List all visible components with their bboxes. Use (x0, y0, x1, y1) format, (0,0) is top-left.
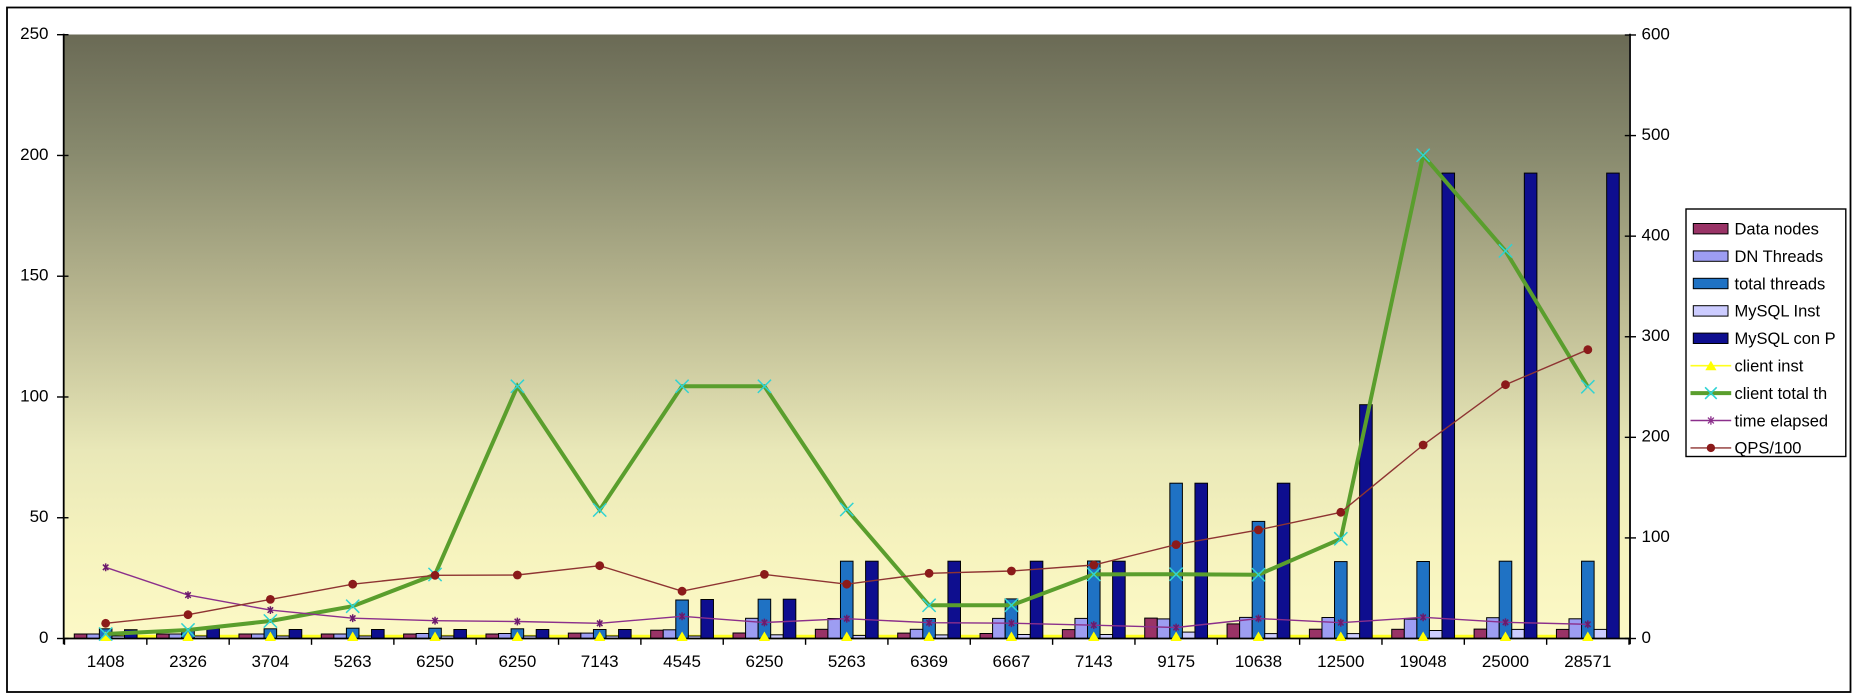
svg-text:400: 400 (1642, 225, 1670, 244)
svg-text:1408: 1408 (87, 652, 125, 671)
svg-text:19048: 19048 (1399, 652, 1446, 671)
svg-text:5263: 5263 (334, 652, 372, 671)
svg-text:total threads: total threads (1735, 275, 1826, 293)
svg-text:MySQL con P: MySQL con P (1735, 330, 1836, 348)
svg-text:0: 0 (1642, 628, 1651, 647)
svg-text:200: 200 (1642, 427, 1670, 446)
svg-text:6250: 6250 (416, 652, 454, 671)
svg-text:client total th: client total th (1735, 385, 1828, 403)
svg-text:0: 0 (39, 628, 48, 647)
svg-text:250: 250 (20, 24, 48, 43)
svg-text:10638: 10638 (1235, 652, 1282, 671)
svg-text:500: 500 (1642, 125, 1670, 144)
svg-text:7143: 7143 (1075, 652, 1113, 671)
svg-text:QPS/100: QPS/100 (1735, 440, 1802, 458)
svg-text:7143: 7143 (581, 652, 619, 671)
svg-text:3704: 3704 (251, 652, 289, 671)
svg-text:DN Threads: DN Threads (1735, 248, 1824, 266)
svg-text:6250: 6250 (498, 652, 536, 671)
svg-text:100: 100 (1642, 527, 1670, 546)
svg-text:6250: 6250 (745, 652, 783, 671)
svg-text:6667: 6667 (993, 652, 1031, 671)
svg-text:50: 50 (30, 507, 49, 526)
svg-text:600: 600 (1642, 24, 1670, 43)
svg-text:9175: 9175 (1157, 652, 1195, 671)
svg-text:Data nodes: Data nodes (1735, 221, 1819, 239)
svg-text:6369: 6369 (910, 652, 948, 671)
svg-text:4545: 4545 (663, 652, 701, 671)
svg-text:25000: 25000 (1482, 652, 1529, 671)
svg-text:12500: 12500 (1317, 652, 1364, 671)
svg-text:time elapsed: time elapsed (1735, 412, 1829, 430)
svg-text:200: 200 (20, 145, 48, 164)
svg-text:150: 150 (20, 266, 48, 285)
svg-text:MySQL Inst: MySQL Inst (1735, 303, 1821, 321)
svg-text:client inst: client inst (1735, 358, 1804, 376)
svg-text:5263: 5263 (828, 652, 866, 671)
svg-text:2326: 2326 (169, 652, 207, 671)
svg-text:300: 300 (1642, 326, 1670, 345)
svg-text:100: 100 (20, 386, 48, 405)
svg-text:28571: 28571 (1564, 652, 1611, 671)
